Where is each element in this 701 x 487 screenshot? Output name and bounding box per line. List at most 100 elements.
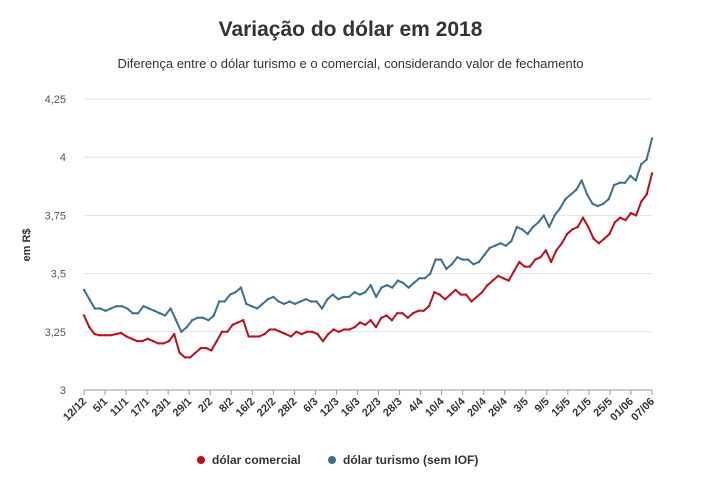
- data-point: [607, 197, 610, 201]
- data-point: [93, 332, 96, 336]
- data-point: [576, 225, 579, 229]
- data-point: [569, 193, 573, 196]
- data-point: [255, 307, 259, 310]
- data-point: [263, 332, 266, 336]
- data-point: [443, 298, 447, 301]
- data-point: [288, 300, 291, 303]
- x-tick-label: 28/2: [276, 396, 300, 420]
- data-point: [407, 286, 410, 289]
- data-point: [472, 263, 475, 266]
- data-point: [466, 258, 470, 261]
- x-tick-label: 16/3: [339, 396, 363, 420]
- data-point: [591, 202, 594, 205]
- data-point: [406, 316, 409, 319]
- data-point: [544, 249, 547, 252]
- data-point: [429, 272, 432, 275]
- data-point: [242, 319, 245, 322]
- data-point: [194, 351, 197, 354]
- data-point: [491, 279, 494, 282]
- data-point: [571, 228, 574, 231]
- data-point: [142, 305, 145, 308]
- x-tick-label: 16/4: [444, 395, 468, 419]
- legend-item-comercial[interactable]: dólar comercial: [197, 453, 301, 467]
- data-point: [347, 295, 351, 299]
- data-point: [504, 244, 508, 247]
- data-point: [412, 281, 416, 285]
- data-point: [115, 305, 118, 308]
- data-point: [326, 298, 329, 301]
- data-point: [390, 319, 394, 322]
- series-lines: [82, 137, 654, 359]
- y-tick-label: 3: [60, 385, 66, 397]
- data-point: [423, 277, 426, 280]
- data-point: [618, 216, 622, 219]
- y-tick-label: 4,25: [45, 94, 66, 106]
- data-point: [558, 207, 562, 210]
- y-tick-label: 4: [60, 152, 66, 164]
- data-point: [210, 349, 213, 352]
- data-point: [207, 319, 210, 322]
- data-point: [613, 221, 616, 224]
- data-point: [98, 334, 102, 337]
- data-point: [396, 312, 399, 315]
- data-point: [629, 174, 632, 177]
- x-tick-label: 22/2: [255, 396, 279, 420]
- data-point: [515, 225, 518, 229]
- legend-label-comercial: dólar comercial: [212, 453, 301, 467]
- data-point: [199, 346, 202, 350]
- data-point: [449, 293, 452, 296]
- data-point: [245, 302, 248, 306]
- data-point: [358, 293, 362, 296]
- chart-subtitle: Diferença entre o dólar turismo e o come…: [117, 56, 584, 71]
- data-point: [226, 330, 229, 333]
- data-point: [587, 225, 590, 229]
- data-point: [528, 265, 532, 268]
- data-point: [364, 323, 367, 326]
- x-tick-label: 23/1: [150, 396, 174, 420]
- data-point: [109, 307, 113, 310]
- legend-item-turismo[interactable]: dólar turismo (sem IOF): [328, 453, 478, 467]
- data-point: [82, 314, 86, 317]
- x-tick-label: 11/1: [108, 396, 131, 419]
- data-point: [289, 335, 293, 338]
- data-point: [353, 291, 356, 294]
- data-point: [223, 300, 226, 303]
- data-point: [433, 291, 436, 294]
- data-point: [109, 334, 112, 337]
- data-point: [585, 193, 589, 196]
- y-axis-label: em R$: [21, 228, 33, 261]
- data-point: [456, 256, 459, 259]
- x-tick-label: 20/4: [465, 395, 489, 419]
- data-point: [174, 319, 178, 322]
- data-point: [315, 300, 318, 303]
- data-point: [331, 293, 334, 296]
- data-point: [151, 339, 155, 343]
- data-point: [304, 298, 307, 301]
- data-point: [196, 316, 199, 319]
- data-point: [215, 339, 218, 343]
- data-point: [272, 295, 275, 299]
- data-point: [502, 277, 505, 280]
- data-point: [548, 225, 551, 229]
- x-tick-label: 07/06: [629, 396, 657, 424]
- data-point: [640, 200, 643, 203]
- x-tick-label: 8/2: [217, 396, 236, 415]
- data-point: [204, 346, 208, 350]
- data-point: [104, 309, 107, 312]
- data-point: [258, 335, 261, 338]
- data-point: [146, 337, 149, 340]
- series-line-comercial: [83, 173, 653, 359]
- data-point: [465, 293, 468, 296]
- data-point: [125, 335, 128, 338]
- y-tick-label: 3,75: [45, 210, 66, 222]
- data-point: [337, 330, 340, 333]
- data-point: [518, 260, 521, 264]
- data-point: [252, 335, 256, 338]
- data-point: [284, 332, 287, 336]
- data-point: [422, 309, 425, 312]
- data-point: [650, 137, 654, 140]
- data-point: [565, 232, 569, 236]
- data-point: [189, 356, 192, 359]
- x-tick-label: 3/5: [512, 396, 531, 415]
- data-point: [231, 323, 234, 326]
